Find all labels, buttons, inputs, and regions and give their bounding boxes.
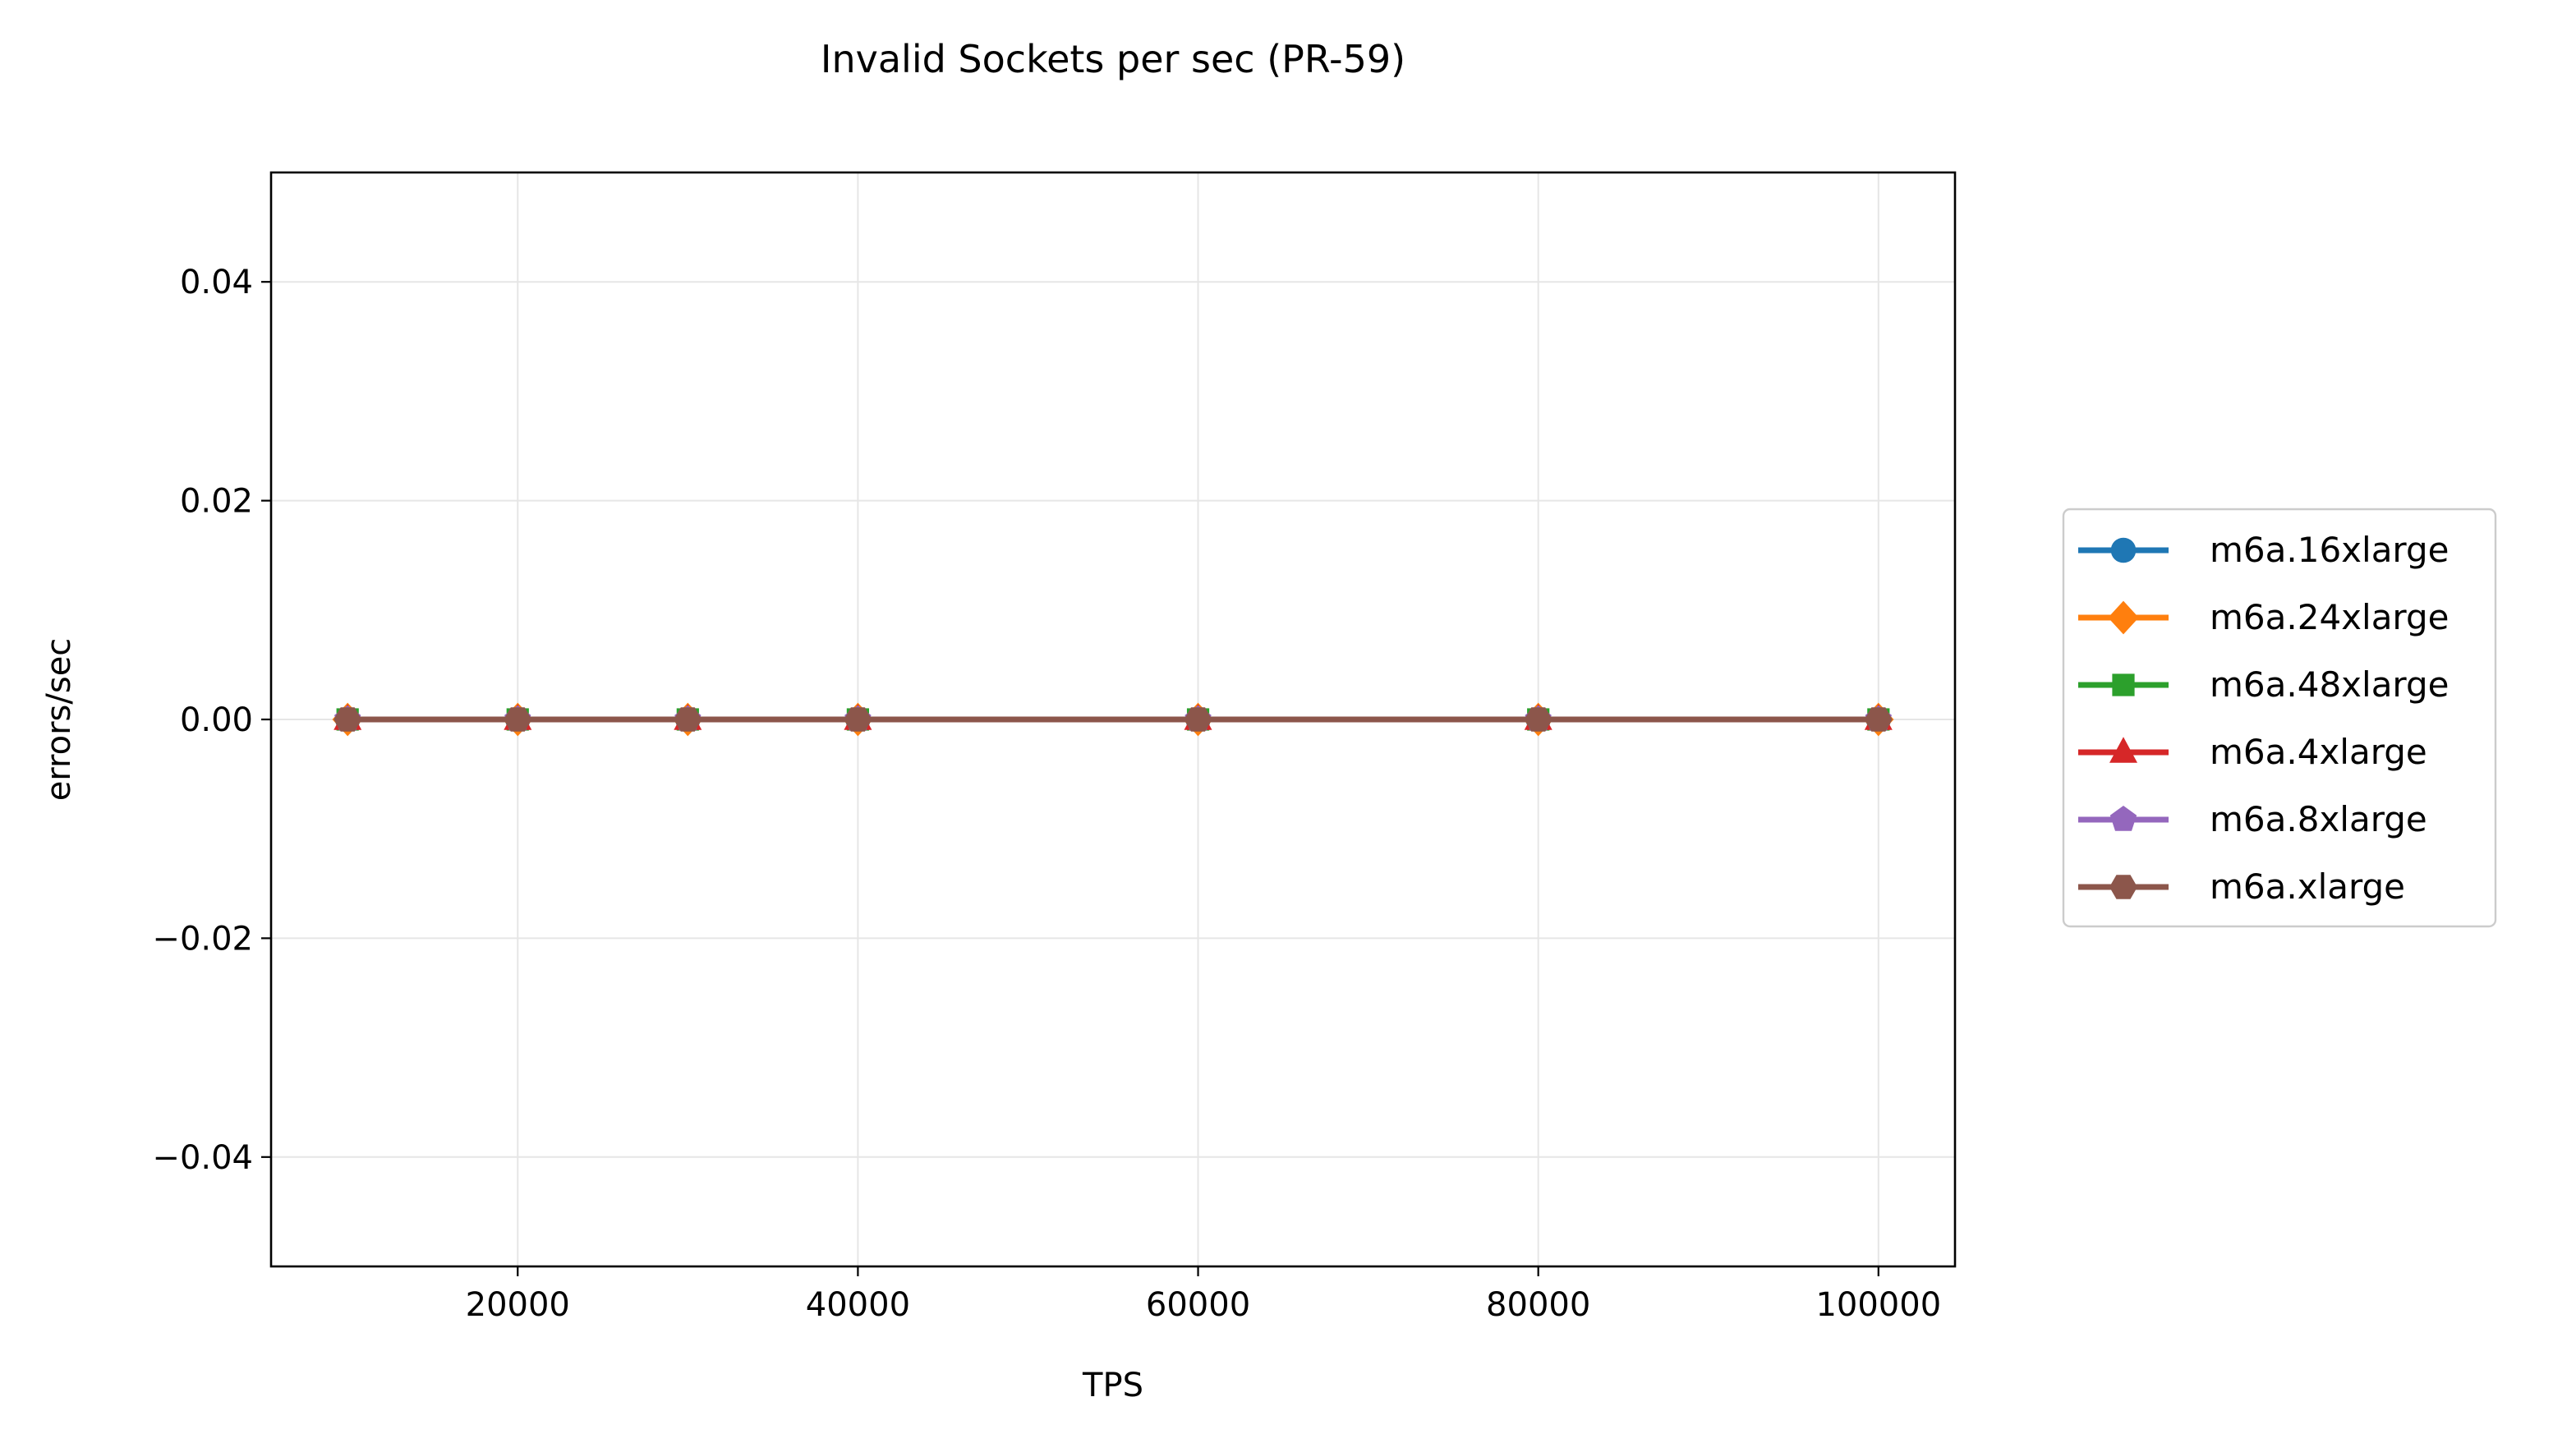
legend-frame bbox=[2062, 508, 2497, 928]
legend-label: m6a.16xlarge bbox=[2210, 530, 2449, 570]
legend-label: m6a.xlarge bbox=[2210, 866, 2405, 907]
x-axis-label: TPS bbox=[1082, 1367, 1143, 1404]
legend-item: m6a.16xlarge bbox=[2078, 530, 2449, 570]
legend-marker bbox=[2109, 875, 2137, 899]
legend-marker bbox=[2108, 600, 2139, 635]
y-tick-label: 0.04 bbox=[180, 264, 253, 301]
legend-marker bbox=[2112, 673, 2135, 696]
legend-label: m6a.4xlarge bbox=[2210, 732, 2427, 772]
data-point bbox=[1524, 707, 1552, 732]
legend-item: m6a.8xlarge bbox=[2078, 799, 2427, 839]
legend-marker bbox=[2109, 806, 2137, 831]
legend-marker bbox=[2110, 537, 2137, 563]
series-m6a.xlarge bbox=[334, 707, 1893, 732]
legend: m6a.16xlarge m6a.24xlarge m6a.48xlarge m6a.… bbox=[2062, 508, 2497, 928]
series-layer bbox=[332, 702, 1894, 737]
legend-item: m6a.24xlarge bbox=[2078, 597, 2449, 637]
data-point bbox=[1184, 707, 1212, 732]
legend-marker bbox=[2109, 737, 2137, 763]
x-tick-label: 20000 bbox=[466, 1286, 570, 1324]
x-tick-label: 100000 bbox=[1815, 1286, 1941, 1324]
x-tick-label: 40000 bbox=[806, 1286, 910, 1324]
y-tick-label: 0.00 bbox=[180, 701, 253, 739]
x-tick-label: 80000 bbox=[1486, 1286, 1590, 1324]
x-axis-ticks: 20000 40000 60000 80000 100000 bbox=[466, 1266, 1941, 1324]
legend-item: m6a.xlarge bbox=[2078, 866, 2405, 907]
chart-title: Invalid Sockets per sec (PR-59) bbox=[821, 37, 1405, 81]
y-tick-label: 0.02 bbox=[180, 483, 253, 521]
y-tick-label: −0.04 bbox=[152, 1139, 253, 1177]
legend-label: m6a.8xlarge bbox=[2210, 799, 2427, 839]
legend-label: m6a.24xlarge bbox=[2210, 597, 2449, 637]
y-tick-label: −0.02 bbox=[152, 920, 253, 958]
data-point bbox=[1864, 707, 1893, 732]
y-axis-ticks: −0.04 −0.02 0.00 0.02 0.04 bbox=[152, 264, 271, 1177]
legend-item: m6a.48xlarge bbox=[2078, 664, 2449, 705]
x-tick-label: 60000 bbox=[1146, 1286, 1250, 1324]
data-point bbox=[334, 707, 362, 732]
data-point bbox=[844, 707, 872, 732]
legend-item: m6a.4xlarge bbox=[2078, 732, 2427, 772]
data-point bbox=[674, 707, 702, 732]
data-point bbox=[504, 707, 532, 732]
legend-label: m6a.48xlarge bbox=[2210, 664, 2449, 705]
y-axis-label: errors/sec bbox=[40, 638, 78, 802]
